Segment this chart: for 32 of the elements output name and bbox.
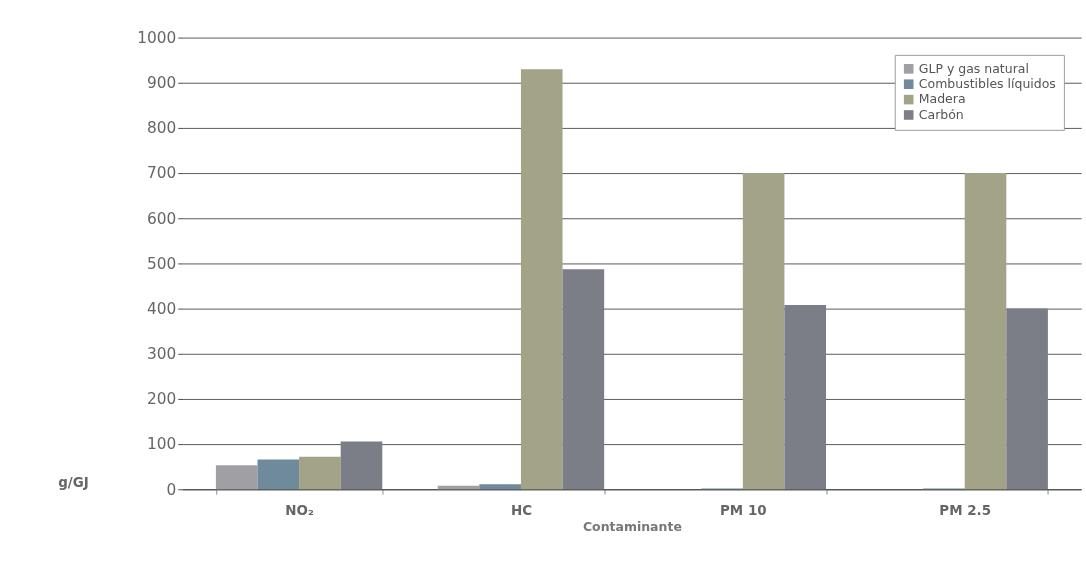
- y-axis-title: g/GJ: [58, 474, 89, 490]
- y-tick-label: 200: [147, 390, 177, 409]
- bar: [257, 459, 300, 490]
- y-tick-label: 600: [147, 209, 177, 228]
- bar: [299, 456, 341, 490]
- bar: [1006, 308, 1048, 490]
- x-tick-label: HC: [510, 502, 532, 518]
- bar: [520, 69, 563, 490]
- y-tick-label: 400: [147, 299, 177, 318]
- legend-label: Madera: [918, 91, 966, 107]
- bar: [340, 441, 383, 490]
- y-tick-label: 300: [147, 345, 177, 364]
- bar: [562, 269, 605, 490]
- legend-label: Carbón: [918, 106, 964, 122]
- x-tick-label: PM 2.5: [939, 502, 992, 518]
- y-tick-label: 500: [147, 254, 177, 273]
- x-axis-title: Contaminante: [582, 519, 682, 535]
- y-tick-label: 1000: [137, 28, 177, 47]
- x-tick-label: PM 10: [720, 502, 767, 518]
- legend-label: GLP y gas natural: [918, 60, 1029, 76]
- bar: [784, 305, 827, 490]
- y-tick-label: 700: [147, 164, 177, 183]
- y-tick-label: 100: [147, 435, 177, 454]
- y-tick-label: 900: [147, 74, 177, 93]
- y-tick-label: 800: [147, 119, 177, 138]
- y-tick-label: 0: [166, 480, 177, 499]
- bar: [964, 173, 1007, 490]
- bar: [479, 484, 521, 490]
- x-tick-label: NO₂: [285, 502, 314, 518]
- bar: [742, 173, 785, 490]
- bar: [215, 465, 258, 490]
- legend-label: Combustibles líquidos: [918, 76, 1056, 92]
